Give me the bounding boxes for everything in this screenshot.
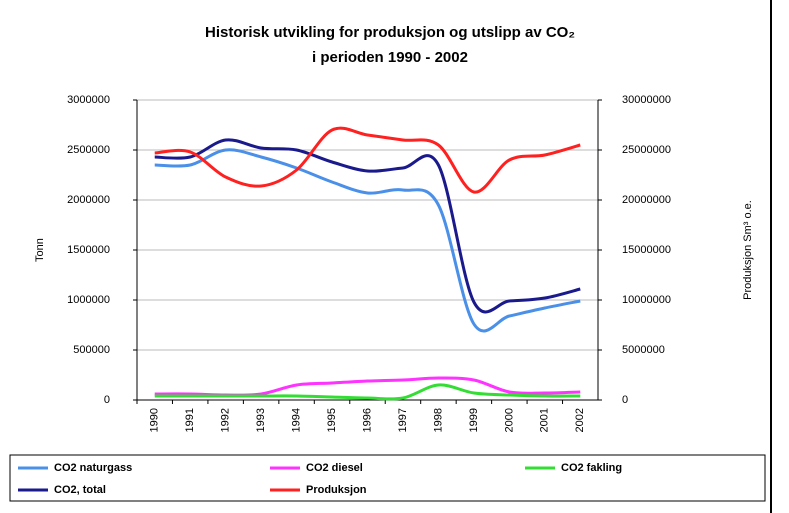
legend-label: CO2 naturgass — [54, 462, 132, 474]
series-line — [154, 383, 581, 401]
legend-label: Produksjon — [306, 484, 367, 496]
y-tick-label: 3000000 — [67, 94, 110, 106]
y-tick-label: 500000 — [73, 344, 110, 356]
x-tick-label: 1999 — [468, 408, 480, 432]
legend-box — [9, 454, 766, 502]
x-tick-label: 1995 — [326, 408, 338, 432]
y2-tick-label: 30000000 — [622, 94, 671, 106]
x-tick-label: 1991 — [184, 408, 196, 432]
y-tick-label: 0 — [104, 394, 110, 406]
series-line — [154, 138, 581, 314]
x-tick-label: 2002 — [574, 408, 586, 432]
chart-title: Historisk utvikling for produksjon og ut… — [205, 24, 575, 41]
x-tick-label: 1993 — [255, 408, 267, 432]
chart-subtitle: i perioden 1990 - 2002 — [312, 49, 468, 66]
y2-tick-label: 0 — [622, 394, 628, 406]
x-tick-label: 1992 — [220, 408, 232, 432]
y2-tick-label: 5000000 — [622, 344, 665, 356]
y2-tick-label: 10000000 — [622, 294, 671, 306]
y2-tick-label: 15000000 — [622, 244, 671, 256]
y2-axis-label: Produksjon Sm³ o.e. — [742, 200, 754, 300]
y-tick-label: 1000000 — [67, 294, 110, 306]
x-tick-label: 1996 — [361, 408, 373, 432]
legend-label: CO2 diesel — [306, 462, 363, 474]
series-line — [154, 148, 581, 333]
x-tick-label: 1998 — [432, 408, 444, 432]
legend-label: CO2, total — [54, 484, 106, 496]
y-tick-label: 2000000 — [67, 194, 110, 206]
legend-label: CO2 fakling — [561, 462, 622, 474]
y2-tick-label: 25000000 — [622, 144, 671, 156]
y-tick-label: 1500000 — [67, 244, 110, 256]
x-tick-label: 2000 — [503, 408, 515, 432]
x-tick-label: 2001 — [539, 408, 551, 432]
x-tick-label: 1990 — [149, 408, 161, 432]
x-tick-label: 1994 — [290, 408, 302, 432]
x-tick-label: 1997 — [397, 408, 409, 432]
y-axis-label: Tonn — [34, 238, 46, 262]
series-line — [154, 126, 581, 194]
y-tick-label: 2500000 — [67, 144, 110, 156]
y2-tick-label: 20000000 — [622, 194, 671, 206]
